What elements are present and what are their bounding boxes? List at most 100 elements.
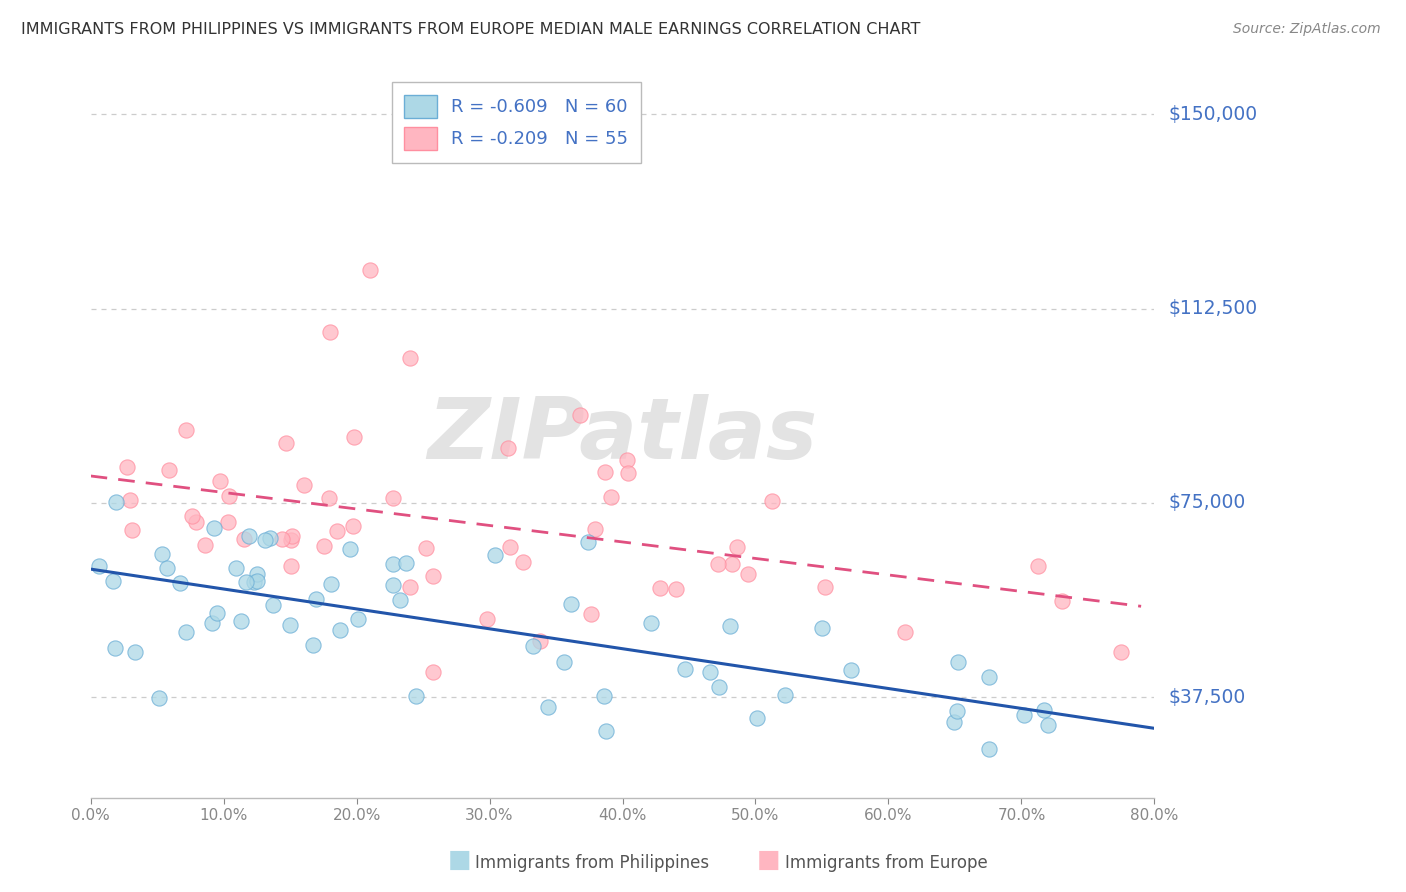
Point	[718, 619, 741, 633]
Point	[977, 671, 1000, 685]
Point	[405, 689, 427, 703]
Point	[246, 574, 269, 589]
Point	[229, 614, 252, 628]
Point	[280, 558, 302, 573]
Point	[512, 555, 534, 569]
Point	[814, 580, 837, 594]
Point	[1109, 644, 1132, 658]
Point	[339, 541, 361, 556]
Point	[415, 541, 437, 556]
Point	[342, 519, 364, 533]
Point	[422, 665, 444, 680]
Point	[484, 549, 506, 563]
Text: $150,000: $150,000	[1168, 105, 1257, 124]
Point	[1033, 703, 1056, 717]
Point	[529, 634, 551, 648]
Point	[209, 475, 232, 489]
Point	[1038, 718, 1060, 732]
Point	[648, 581, 671, 595]
Point	[761, 493, 783, 508]
Point	[945, 704, 967, 718]
Point	[181, 509, 204, 524]
Point	[270, 533, 292, 547]
Point	[202, 521, 225, 535]
Point	[176, 624, 198, 639]
Point	[593, 465, 616, 479]
Point	[169, 575, 191, 590]
Point	[121, 523, 143, 537]
Point	[617, 466, 640, 480]
Point	[278, 618, 301, 632]
Point	[395, 556, 418, 570]
Point	[585, 522, 607, 536]
Point	[346, 612, 368, 626]
Point	[592, 690, 614, 704]
Text: ■: ■	[756, 848, 780, 872]
Point	[148, 691, 170, 706]
Point	[499, 540, 522, 554]
Point	[262, 598, 284, 612]
Point	[246, 567, 269, 582]
Text: $112,500: $112,500	[1168, 299, 1257, 318]
Point	[699, 665, 721, 679]
Point	[569, 408, 592, 422]
Point	[274, 435, 297, 450]
Text: Immigrants from Philippines: Immigrants from Philippines	[475, 855, 710, 872]
Point	[382, 491, 405, 505]
Point	[184, 515, 207, 529]
Point	[242, 574, 264, 589]
Point	[238, 529, 260, 543]
Legend: R = -0.609   N = 60, R = -0.209   N = 55: R = -0.609 N = 60, R = -0.209 N = 55	[391, 82, 641, 162]
Point	[943, 714, 966, 729]
Text: ■: ■	[447, 848, 471, 872]
Point	[616, 453, 638, 467]
Point	[595, 723, 617, 738]
Point	[280, 533, 302, 548]
Point	[314, 539, 336, 553]
Point	[498, 441, 520, 455]
Point	[560, 597, 582, 611]
Text: Source: ZipAtlas.com: Source: ZipAtlas.com	[1233, 22, 1381, 37]
Point	[359, 262, 381, 277]
Point	[773, 688, 796, 702]
Point	[707, 558, 730, 572]
Point	[120, 492, 142, 507]
Point	[207, 606, 229, 620]
Text: $75,000: $75,000	[1168, 493, 1246, 512]
Point	[725, 540, 748, 554]
Point	[398, 351, 420, 365]
Point	[841, 663, 863, 677]
Point	[389, 592, 412, 607]
Point	[537, 700, 560, 714]
Point	[157, 463, 180, 477]
Point	[302, 638, 325, 652]
Point	[217, 515, 239, 529]
Point	[329, 624, 352, 638]
Point	[235, 574, 257, 589]
Point	[174, 423, 197, 437]
Point	[811, 621, 834, 635]
Point	[115, 459, 138, 474]
Point	[225, 561, 247, 575]
Point	[156, 561, 179, 575]
Point	[103, 640, 125, 655]
Point	[381, 557, 404, 571]
Point	[1050, 594, 1073, 608]
Point	[979, 741, 1001, 756]
Point	[398, 580, 420, 594]
Point	[1026, 559, 1049, 574]
Point	[124, 644, 146, 658]
Point	[1014, 708, 1036, 723]
Point	[707, 681, 730, 695]
Point	[665, 582, 688, 596]
Point	[946, 656, 969, 670]
Point	[747, 711, 769, 725]
Point	[305, 592, 328, 607]
Point	[343, 430, 366, 444]
Point	[194, 539, 217, 553]
Point	[218, 489, 240, 503]
Point	[318, 491, 340, 505]
Point	[422, 569, 444, 583]
Point	[721, 558, 744, 572]
Point	[101, 574, 124, 588]
